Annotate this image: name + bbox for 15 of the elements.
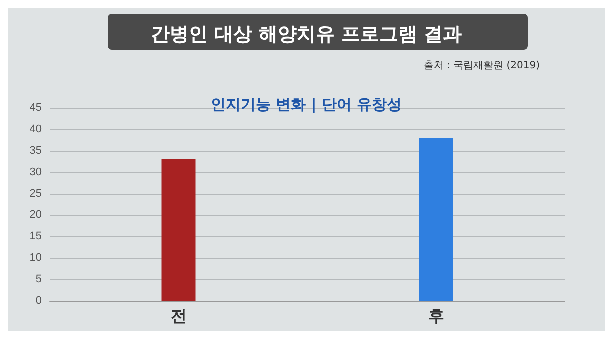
y-tick-label: 15 (30, 230, 42, 243)
chart-subtitle: 인지기능 변화 | 단어 유창성 (210, 96, 402, 114)
y-tick-label: 35 (30, 144, 42, 157)
y-tick-label: 20 (30, 209, 42, 222)
y-tick-label: 5 (36, 274, 42, 286)
y-tick-label: 45 (30, 102, 42, 114)
y-tick-label: 30 (30, 166, 42, 178)
y-tick-label: 0 (36, 295, 42, 307)
source-note: 출처 : 국립재활원 (2019) (424, 60, 540, 72)
x-tick-label: 후 (428, 308, 444, 326)
y-tick-label: 25 (30, 188, 42, 200)
y-tick-label: 40 (30, 123, 42, 136)
y-tick-label: 10 (30, 252, 42, 264)
chart-title: 간병인 대상 해양치유 프로그램 결과 (150, 24, 462, 46)
x-tick-label: 전 (170, 308, 187, 326)
